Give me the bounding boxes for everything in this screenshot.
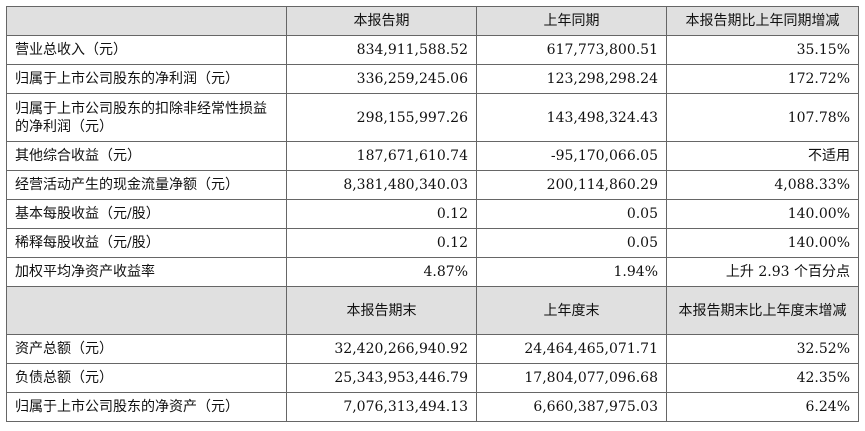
current-value: 298,155,997.26: [286, 93, 477, 142]
table-row: 稀释每股收益（元/股） 0.12 0.05 140.00%: [6, 228, 859, 258]
header-blank-cell: [6, 6, 287, 36]
prior-value: 617,773,800.51: [476, 35, 667, 65]
prior-value: 123,298,298.24: [476, 64, 667, 94]
current-value: 7,076,313,494.13: [286, 392, 477, 422]
change-value: 172.72%: [666, 64, 859, 94]
change-value: 32.52%: [666, 334, 859, 364]
header-prior-period: 上年同期: [476, 6, 667, 36]
row-label: 归属于上市公司股东的净资产（元）: [6, 392, 287, 422]
change-value: 140.00%: [666, 228, 859, 258]
current-value: 4.87%: [286, 257, 477, 287]
financial-summary-table: 本报告期 上年同期 本报告期比上年同期增减 营业总收入（元） 834,911,5…: [6, 6, 859, 422]
change-value: 4,088.33%: [666, 170, 859, 200]
current-value: 187,671,610.74: [286, 141, 477, 171]
row-label: 稀释每股收益（元/股）: [6, 228, 287, 258]
current-value: 25,343,953,446.79: [286, 363, 477, 393]
change-value: 140.00%: [666, 199, 859, 229]
prior-value: -95,170,066.05: [476, 141, 667, 171]
change-value: 42.35%: [666, 363, 859, 393]
header-period-end-change: 本报告期末比上年度末增减: [666, 286, 859, 335]
current-value: 336,259,245.06: [286, 64, 477, 94]
prior-value: 1.94%: [476, 257, 667, 287]
current-value: 32,420,266,940.92: [286, 334, 477, 364]
row-label: 加权平均净资产收益率: [6, 257, 287, 287]
header-current-period: 本报告期: [286, 6, 477, 36]
table-row: 加权平均净资产收益率 4.87% 1.94% 上升 2.93 个百分点: [6, 257, 859, 287]
change-value: 上升 2.93 个百分点: [666, 257, 859, 287]
change-value: 不适用: [666, 141, 859, 171]
header-row-period: 本报告期 上年同期 本报告期比上年同期增减: [6, 6, 859, 36]
prior-value: 200,114,860.29: [476, 170, 667, 200]
prior-value: 24,464,465,071.71: [476, 334, 667, 364]
row-label: 归属于上市公司股东的扣除非经常性损益的净利润（元）: [6, 93, 287, 142]
table-row: 归属于上市公司股东的扣除非经常性损益的净利润（元） 298,155,997.26…: [6, 93, 859, 142]
row-label: 其他综合收益（元）: [6, 141, 287, 171]
change-value: 6.24%: [666, 392, 859, 422]
header-current-period-end: 本报告期末: [286, 286, 477, 335]
table-row: 经营活动产生的现金流量净额（元） 8,381,480,340.03 200,11…: [6, 170, 859, 200]
table-row: 归属于上市公司股东的净资产（元） 7,076,313,494.13 6,660,…: [6, 392, 859, 422]
header-period-change: 本报告期比上年同期增减: [666, 6, 859, 36]
current-value: 0.12: [286, 228, 477, 258]
prior-value: 143,498,324.43: [476, 93, 667, 142]
change-value: 35.15%: [666, 35, 859, 65]
table-row: 归属于上市公司股东的净利润（元） 336,259,245.06 123,298,…: [6, 64, 859, 94]
table-row: 营业总收入（元） 834,911,588.52 617,773,800.51 3…: [6, 35, 859, 65]
row-label: 资产总额（元）: [6, 334, 287, 364]
header-row-period-end: 本报告期末 上年度末 本报告期末比上年度末增减: [6, 286, 859, 335]
current-value: 8,381,480,340.03: [286, 170, 477, 200]
row-label: 基本每股收益（元/股）: [6, 199, 287, 229]
change-value: 107.78%: [666, 93, 859, 142]
prior-value: 17,804,077,096.68: [476, 363, 667, 393]
table-row: 资产总额（元） 32,420,266,940.92 24,464,465,071…: [6, 334, 859, 364]
current-value: 0.12: [286, 199, 477, 229]
table-row: 其他综合收益（元） 187,671,610.74 -95,170,066.05 …: [6, 141, 859, 171]
current-value: 834,911,588.52: [286, 35, 477, 65]
row-label: 经营活动产生的现金流量净额（元）: [6, 170, 287, 200]
prior-value: 6,660,387,975.03: [476, 392, 667, 422]
prior-value: 0.05: [476, 228, 667, 258]
header-prior-year-end: 上年度末: [476, 286, 667, 335]
row-label: 营业总收入（元）: [6, 35, 287, 65]
header-blank-cell: [6, 286, 287, 335]
table-row: 基本每股收益（元/股） 0.12 0.05 140.00%: [6, 199, 859, 229]
table-row: 负债总额（元） 25,343,953,446.79 17,804,077,096…: [6, 363, 859, 393]
prior-value: 0.05: [476, 199, 667, 229]
row-label: 负债总额（元）: [6, 363, 287, 393]
row-label: 归属于上市公司股东的净利润（元）: [6, 64, 287, 94]
